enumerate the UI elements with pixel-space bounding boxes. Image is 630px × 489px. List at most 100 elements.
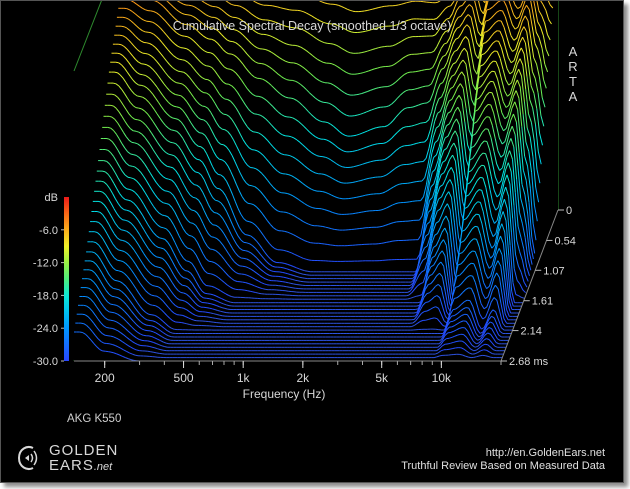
decay-slice-segment <box>517 265 522 273</box>
decay-slice-segment <box>123 229 128 232</box>
decay-slice-segment <box>528 113 532 123</box>
decay-slice-segment <box>255 31 259 34</box>
decay-slice-segment <box>281 114 285 117</box>
decay-slice-segment <box>141 160 146 165</box>
decay-slice-segment <box>428 134 433 149</box>
decay-slice-segment <box>309 169 313 173</box>
decay-slice-segment <box>267 50 272 53</box>
decay-slice-segment <box>475 189 480 194</box>
decay-slice-segment <box>135 154 140 158</box>
decay-slice-segment <box>122 104 127 110</box>
decay-slice-segment <box>269 274 273 277</box>
decay-slice-segment <box>437 48 442 56</box>
decay-slice-segment <box>489 42 494 48</box>
decay-slice-segment <box>490 266 495 277</box>
decay-slice-segment <box>266 34 270 37</box>
decay-slice-segment <box>432 188 436 198</box>
decay-slice-segment <box>454 49 458 53</box>
decay-slice-segment <box>318 39 323 43</box>
decay-slice-segment <box>507 120 512 132</box>
decay-slice-segment <box>292 287 296 289</box>
decay-slice-segment <box>273 227 277 231</box>
decay-slice-segment <box>195 71 200 76</box>
decay-slice-segment <box>111 141 116 146</box>
decay-slice-segment <box>221 307 226 309</box>
decay-slice-segment <box>313 36 317 39</box>
decay-slice-segment <box>548 19 552 25</box>
decay-slice-segment <box>195 314 199 317</box>
decay-slice-segment <box>250 252 255 256</box>
decay-slice-segment <box>158 185 163 190</box>
decay-slice-segment <box>440 21 445 27</box>
decay-slice-segment <box>131 165 136 168</box>
decay-slice-segment <box>136 3 140 7</box>
decay-slice-segment <box>436 15 440 19</box>
decay-slice-segment <box>330 194 335 197</box>
decay-slice-segment <box>447 129 452 137</box>
decay-slice-segment <box>500 20 505 28</box>
decay-slice-segment <box>219 188 223 192</box>
decay-slice-segment <box>459 252 463 255</box>
decay-slice-segment <box>507 93 511 97</box>
decay-slice-segment <box>278 151 282 155</box>
decay-slice-segment <box>136 229 141 235</box>
decay-slice-segment <box>315 136 319 139</box>
decay-slice-segment <box>296 139 301 143</box>
decay-slice-segment <box>401 145 405 147</box>
decay-slice-segment <box>288 212 292 216</box>
decay-slice-segment <box>186 190 191 196</box>
decay-slice-segment <box>163 83 168 88</box>
decay-slice-segment <box>219 306 223 309</box>
decay-slice-segment <box>454 106 459 112</box>
decay-slice-segment <box>358 93 362 95</box>
decay-slice-segment <box>341 90 346 94</box>
decay-slice-segment <box>229 286 234 289</box>
decay-slice-segment <box>162 176 167 179</box>
decay-slice-segment <box>519 36 524 43</box>
decay-slice-segment <box>175 9 180 13</box>
decay-slice-segment <box>165 152 169 155</box>
decay-slice-segment <box>321 41 325 44</box>
decay-slice-segment <box>499 194 504 209</box>
decay-slice-segment <box>439 56 444 62</box>
decay-slice-segment <box>320 60 324 63</box>
decay-slice-segment <box>433 194 438 210</box>
decay-slice-segment <box>439 220 444 228</box>
decay-slice-segment <box>340 111 344 115</box>
decay-slice-segment <box>184 85 189 90</box>
decay-slice-segment <box>242 34 246 38</box>
decay-slice-segment <box>226 146 230 151</box>
decay-slice-segment <box>448 191 452 198</box>
decay-slice-segment <box>183 277 187 279</box>
decay-slice-segment <box>459 272 463 276</box>
decay-slice-segment <box>511 291 515 303</box>
decay-slice-segment <box>505 271 510 301</box>
decay-slice-segment <box>282 281 286 283</box>
decay-slice-segment <box>435 220 440 224</box>
decay-slice-segment <box>194 287 199 293</box>
decay-slice-segment <box>418 70 422 72</box>
decay-slice-segment <box>133 69 138 73</box>
decay-slice-segment <box>307 71 312 75</box>
decay-slice-segment <box>433 18 437 20</box>
decay-slice-segment <box>525 141 530 152</box>
decay-slice-segment <box>451 6 456 14</box>
decay-slice-segment <box>161 258 166 262</box>
decay-slice-segment <box>451 197 455 223</box>
decay-slice-segment <box>300 256 304 259</box>
decay-slice-segment <box>327 3 331 5</box>
decay-slice-segment <box>549 4 554 9</box>
decay-slice-segment <box>424 199 429 219</box>
decay-slice-segment <box>257 227 261 232</box>
decay-slice-segment <box>157 266 162 269</box>
decay-slice-segment <box>223 206 228 213</box>
decay-slice-segment <box>432 105 437 118</box>
decay-slice-segment <box>504 90 508 97</box>
decay-slice-segment <box>282 59 286 62</box>
decay-slice-segment <box>213 313 217 315</box>
decay-slice-segment <box>185 203 190 208</box>
decay-slice-segment <box>240 239 245 243</box>
decay-slice-segment <box>492 203 497 211</box>
decay-slice-segment <box>209 5 213 7</box>
decay-slice-segment <box>216 264 221 268</box>
